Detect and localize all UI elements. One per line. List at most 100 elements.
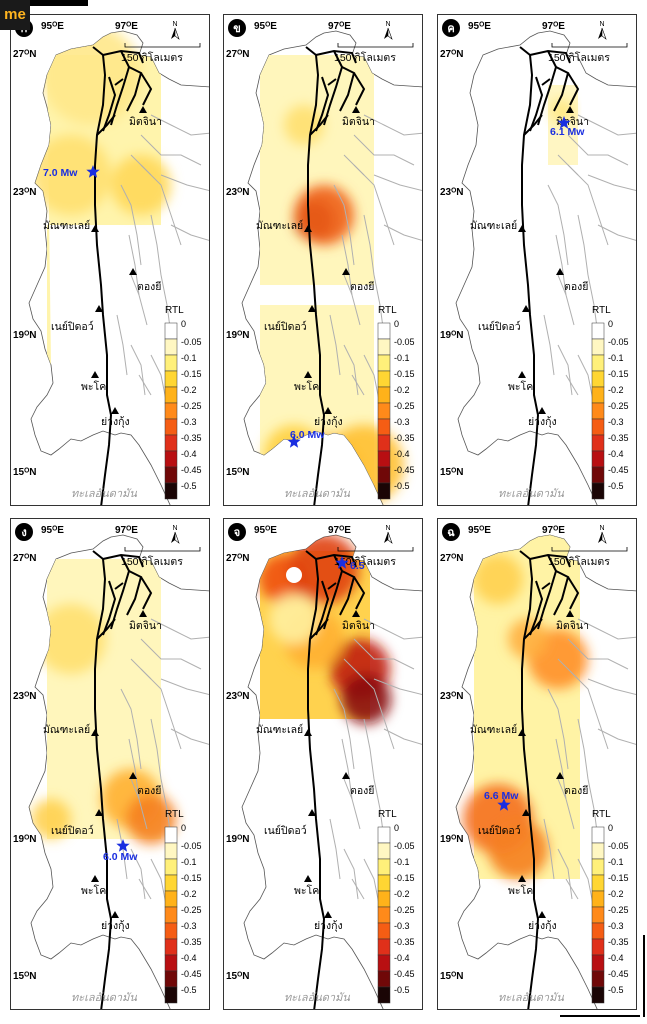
lat-label: 15ᴼN (440, 971, 464, 982)
legend-tick: -0.5 (181, 985, 197, 995)
legend-tick: -0.35 (394, 937, 415, 947)
city-triangle-icon (324, 407, 332, 414)
rtl-map-panel-f: 95ᴼE 97ᴼE 27ᴼN 23ᴼN 19ᴼN 15ᴼN ฉ N 150 กิ… (437, 518, 637, 1010)
rtl-legend: RTL 0 -0.05 -0.1 -0.15 -0.2 -0.25 -0.3 -0.35 -0.4… (377, 809, 415, 1004)
city-label: มัณฑะเลย์ (43, 723, 90, 736)
panel-label: ง (21, 527, 26, 539)
scale-bar (551, 547, 628, 552)
city-label: มัณฑะเลย์ (256, 723, 303, 736)
city-triangle-icon (304, 225, 312, 232)
sea-label: ทะเลอันดามัน (498, 488, 564, 500)
panel-label: ข (233, 23, 241, 35)
legend-tick: -0.3 (394, 921, 410, 931)
city-label: เนย์ปิดอว์ (264, 320, 307, 333)
rtl-anomaly-field (31, 559, 176, 844)
rtl-legend: RTL 0 -0.05 -0.1 -0.15 -0.2 -0.25 -0.3 -0.35 -0.4… (591, 305, 629, 500)
legend-tick: -0.05 (394, 841, 415, 851)
lat-label: 15ᴼN (13, 971, 37, 982)
city-label: มิตจินา (342, 116, 375, 128)
city-label: เนย์ปิดอว์ (478, 824, 521, 837)
legend-tick: -0.1 (608, 353, 624, 363)
lat-label: 27ᴼN (13, 49, 37, 60)
legend-tick: -0.3 (608, 417, 624, 427)
svg-text:N: N (385, 525, 390, 532)
header-rule (30, 0, 88, 6)
lat-label: 27ᴼN (440, 553, 464, 564)
city-label: เนย์ปิดอว์ (51, 824, 94, 837)
north-arrow-icon: N (171, 21, 180, 40)
city-triangle-icon (95, 809, 103, 816)
legend-tick: -0.15 (181, 873, 202, 883)
city-triangle-icon (139, 106, 147, 113)
legend-tick: -0.45 (181, 465, 202, 475)
city-triangle-icon (342, 772, 350, 779)
map-svg: 95ᴼE 97ᴼE 27ᴼN 23ᴼN 19ᴼN 15ᴼN ก N 150 กิ… (13, 19, 209, 505)
legend-tick: -0.15 (394, 369, 415, 379)
map-svg: 95ᴼE 97ᴼE 27ᴼN 23ᴼN 19ᴼN 15ᴼN ง N 150 กิ… (13, 523, 209, 1009)
legend-tick: -0.4 (608, 953, 624, 963)
city-triangle-icon (518, 875, 526, 882)
legend-tick: -0.1 (181, 857, 197, 867)
legend-tick: -0.2 (608, 385, 624, 395)
earthquake-star-icon: 6.0 Mw (287, 429, 325, 448)
sea-label: ทะเลอันดามัน (71, 992, 137, 1004)
city-triangle-icon (522, 305, 530, 312)
legend-tick: -0.25 (608, 401, 629, 411)
legend-tick: 0 (608, 319, 613, 329)
legend-tick: -0.25 (181, 401, 202, 411)
legend-tick: -0.45 (608, 465, 629, 475)
city-markers: มิตจินามัณฑะเลย์ตองยีเนย์ปิดอว์พะโคย่างก… (256, 106, 375, 428)
city-triangle-icon (304, 875, 312, 882)
legend-tick: -0.05 (181, 841, 202, 851)
lat-label: 27ᴼN (226, 49, 250, 60)
city-triangle-icon (352, 106, 360, 113)
lon-label: 95ᴼE (41, 525, 64, 536)
earthquake-star-icon: 6.5 (335, 556, 365, 572)
city-label: ย่างกุ้ง (314, 920, 343, 932)
lat-label: 15ᴼN (226, 467, 250, 478)
legend-tick: -0.2 (181, 385, 197, 395)
legend-tick: -0.3 (181, 921, 197, 931)
city-label: พะโค (294, 884, 319, 897)
city-label: พะโค (294, 380, 319, 393)
legend-tick: -0.4 (608, 449, 624, 459)
panel-label-badge (228, 523, 246, 541)
city-triangle-icon (129, 772, 137, 779)
svg-text:RTL: RTL (592, 305, 611, 316)
scale-bar (124, 547, 201, 552)
lat-label: 19ᴼN (13, 330, 37, 341)
map-svg: 95ᴼE 97ᴼE 27ᴼN 23ᴼN 19ᴼN 15ᴼN ค N 150 กิ… (440, 19, 636, 505)
panel-label: ค (447, 23, 454, 35)
city-markers: มิตจินามัณฑะเลย์ตองยีเนย์ปิดอว์พะโคย่างก… (43, 610, 162, 932)
city-triangle-icon (304, 729, 312, 736)
lon-label: 95ᴼE (468, 21, 491, 32)
north-arrow-icon: N (598, 525, 607, 544)
legend-tick: 0 (608, 823, 613, 833)
city-triangle-icon (95, 305, 103, 312)
legend-tick: -0.05 (394, 337, 415, 347)
legend-tick: -0.4 (181, 449, 197, 459)
legend-tick: -0.15 (394, 873, 415, 883)
legend-tick: -0.1 (394, 353, 410, 363)
rtl-legend: RTL 0 -0.05 -0.1 -0.15 -0.2 -0.25 -0.3 -0.35 -0.4… (164, 305, 202, 500)
city-triangle-icon (518, 729, 526, 736)
svg-text:N: N (385, 21, 390, 28)
svg-text:RTL: RTL (378, 809, 397, 820)
legend-tick: -0.1 (608, 857, 624, 867)
rtl-legend: RTL 0 -0.05 -0.1 -0.15 -0.2 -0.25 -0.3 -0.35 -0.4… (591, 809, 629, 1004)
lat-label: 23ᴼN (226, 691, 250, 702)
city-label: เนย์ปิดอว์ (51, 320, 94, 333)
rtl-map-panel-a: 95ᴼE 97ᴼE 27ᴼN 23ᴼN 19ᴼN 15ᴼN ก N 150 กิ… (10, 14, 210, 506)
legend-tick: 0 (181, 319, 186, 329)
city-label: ย่างกุ้ง (314, 416, 343, 428)
city-label: พะโค (81, 380, 106, 393)
city-triangle-icon (518, 225, 526, 232)
lat-label: 27ᴼN (226, 553, 250, 564)
legend-tick: -0.05 (608, 337, 629, 347)
city-triangle-icon (129, 268, 137, 275)
rtl-legend: RTL 0 -0.05 -0.1 -0.15 -0.2 -0.25 -0.3 -0.35 -0.4… (164, 809, 202, 1004)
lat-label: 23ᴼN (13, 691, 37, 702)
minor-faults (116, 114, 209, 406)
lat-label: 23ᴼN (440, 691, 464, 702)
lat-label: 27ᴼN (440, 49, 464, 60)
